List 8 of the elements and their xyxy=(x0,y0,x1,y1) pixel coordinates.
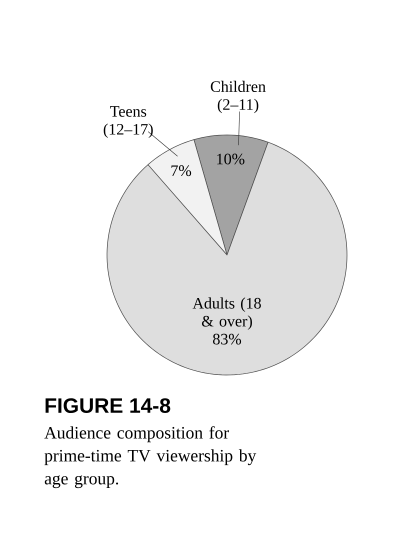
text: Audience composition for prime-time TV viewership by age group. xyxy=(44,426,256,488)
data-label: 7% xyxy=(171,165,192,176)
slice-label: Children (2–11) xyxy=(210,80,266,114)
text: FIGURE 14-8 xyxy=(46,398,170,414)
slice-label: Teens (12–17) xyxy=(104,106,153,138)
data-label: 10% xyxy=(217,154,244,164)
slice-label: Adults (18 & over) xyxy=(192,297,261,330)
data-label: 83% xyxy=(213,334,242,345)
